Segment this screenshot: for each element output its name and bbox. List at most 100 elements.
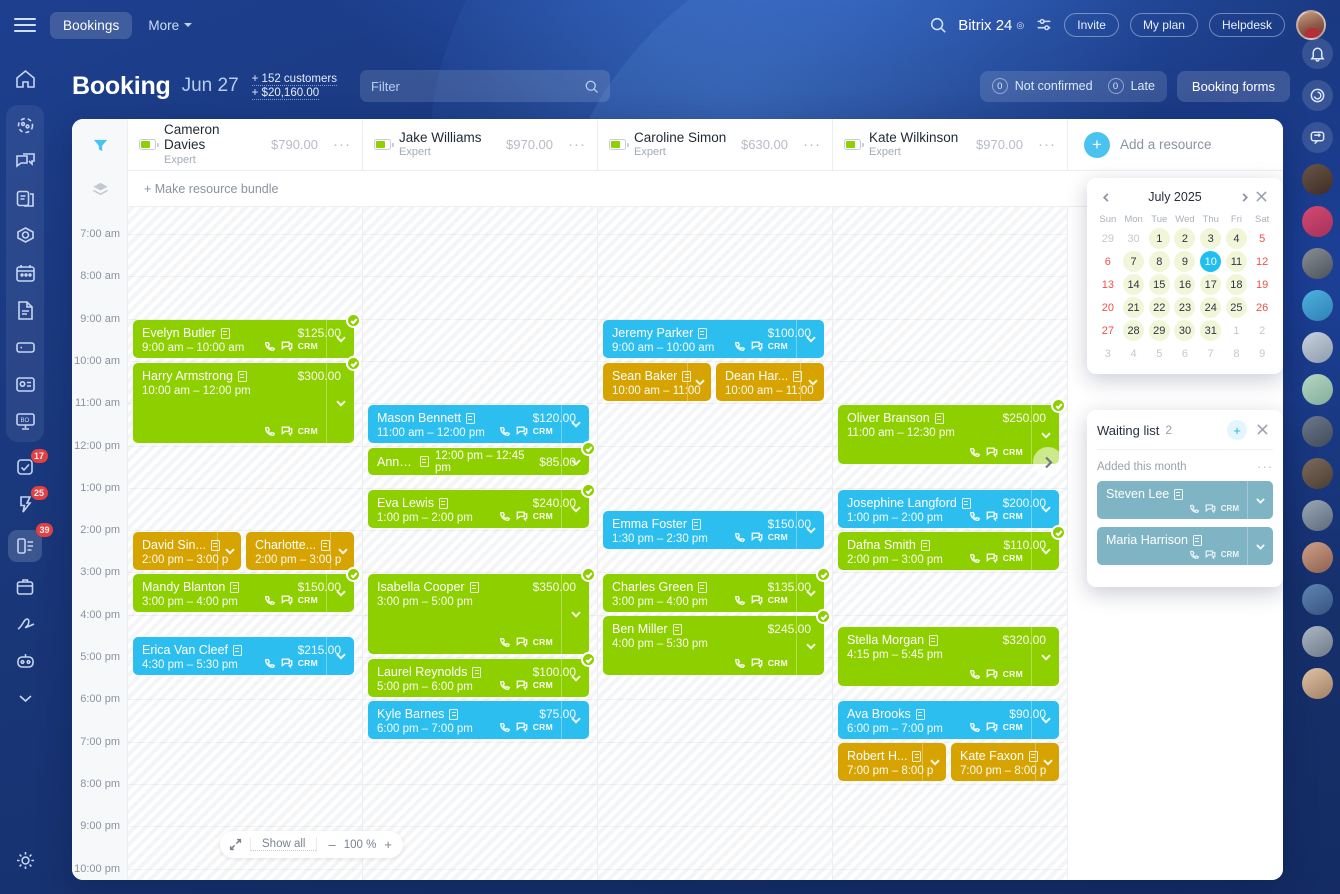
avatar-5[interactable]: [1301, 458, 1333, 489]
calendar-day[interactable]: 9: [1172, 251, 1198, 272]
chevron-down-icon[interactable]: [326, 574, 354, 612]
resource-column-header[interactable]: Kate Wilkinson Expert $970.00 ···: [833, 119, 1068, 170]
scroll-right-arrow[interactable]: [1033, 447, 1063, 477]
badge-avatar[interactable]: [1301, 374, 1333, 405]
chevron-down-icon[interactable]: [796, 574, 824, 612]
calendar-day[interactable]: 1: [1146, 228, 1172, 249]
chevron-down-icon[interactable]: [1247, 481, 1273, 519]
messenger-icon[interactable]: [1301, 122, 1333, 153]
chevron-down-icon[interactable]: [330, 532, 354, 570]
resource-column-header[interactable]: Jake Williams Expert $970.00 ···: [363, 119, 598, 170]
chevron-down-icon[interactable]: [561, 574, 589, 654]
calendar-day[interactable]: 5: [1249, 228, 1275, 249]
user-avatar[interactable]: [1296, 10, 1326, 40]
chevron-down-icon[interactable]: [1247, 527, 1273, 565]
calendar-day[interactable]: 30: [1172, 320, 1198, 341]
avatar-6[interactable]: [1301, 500, 1333, 531]
calendar-day[interactable]: 7: [1198, 343, 1224, 364]
booking-card[interactable]: Kyle Barnes $75.00 6:00 pm – 7:00 pm CRM: [368, 701, 589, 739]
sidebar-item-sites[interactable]: BO: [14, 410, 37, 433]
chevron-down-icon[interactable]: [1031, 701, 1059, 739]
resource-menu-icon[interactable]: ···: [1038, 136, 1056, 153]
crm-actions[interactable]: CRM: [499, 510, 553, 522]
zoom-out-button[interactable]: –: [328, 837, 336, 852]
crm-actions[interactable]: CRM: [969, 668, 1023, 680]
crm-actions[interactable]: CRM: [264, 657, 318, 669]
close-icon[interactable]: [1257, 422, 1273, 438]
calendar-day[interactable]: 29: [1095, 228, 1121, 249]
close-icon[interactable]: [1256, 189, 1272, 205]
booking-card[interactable]: Sean Baker 10:00 am – 11:00: [603, 363, 711, 401]
chevron-down-icon[interactable]: [561, 659, 589, 697]
avatar-3[interactable]: [1301, 290, 1333, 321]
sidebar-item-company[interactable]: [14, 576, 37, 599]
sidebar-item-documents[interactable]: [14, 299, 37, 322]
calendar-day[interactable]: 17: [1198, 274, 1224, 295]
sidebar-item-chevron-down[interactable]: [14, 687, 37, 710]
chevron-down-icon[interactable]: [1035, 743, 1059, 781]
crm-actions[interactable]: CRM: [734, 594, 788, 606]
crm-actions[interactable]: CRM: [499, 721, 553, 733]
sidebar-item-bot[interactable]: [14, 650, 37, 673]
chevron-left-icon[interactable]: [1098, 189, 1114, 205]
show-all-button[interactable]: Show all: [250, 838, 317, 851]
calendar-day[interactable]: 6: [1095, 251, 1121, 272]
chevron-down-icon[interactable]: [561, 701, 589, 739]
crm-actions[interactable]: CRM: [969, 552, 1023, 564]
resource-column[interactable]: Mason Bennett $120.00 11:00 am – 12:00 pm C…: [363, 207, 598, 880]
my-plan-button[interactable]: My plan: [1129, 13, 1198, 37]
calendar-day[interactable]: 16: [1172, 274, 1198, 295]
calendar-day[interactable]: 29: [1146, 320, 1172, 341]
calendar-day[interactable]: 13: [1095, 274, 1121, 295]
waiting-list-item[interactable]: Maria Harrison CRM: [1097, 527, 1273, 565]
calendar-day[interactable]: 18: [1224, 274, 1250, 295]
booking-card[interactable]: Josephine Langford $200.00 1:00 pm – 2:00 …: [838, 490, 1059, 528]
chevron-down-icon[interactable]: [1031, 490, 1059, 528]
resource-menu-icon[interactable]: ···: [803, 136, 821, 153]
calendar-day[interactable]: 8: [1224, 343, 1250, 364]
crm-actions[interactable]: CRM: [264, 594, 318, 606]
chevron-down-icon[interactable]: [1031, 405, 1059, 464]
calendar-day[interactable]: 8: [1146, 251, 1172, 272]
sidebar-item-signature[interactable]: [14, 613, 37, 636]
calendar-day[interactable]: 14: [1121, 274, 1147, 295]
bell-icon[interactable]: [1301, 38, 1333, 69]
pulse-icon[interactable]: [1301, 80, 1333, 111]
crm-actions[interactable]: CRM: [734, 340, 788, 352]
booking-card[interactable]: Ava Brooks $90.00 6:00 pm – 7:00 pm CRM: [838, 701, 1059, 739]
avatar-1[interactable]: [1301, 164, 1333, 195]
chevron-down-icon[interactable]: [1031, 532, 1059, 570]
chevron-down-icon[interactable]: [1031, 627, 1059, 686]
booking-card[interactable]: Oliver Branson $250.00 11:00 am – 12:30 pm…: [838, 398, 1066, 464]
status-badges[interactable]: 0 Not confirmed 0 Late: [979, 70, 1167, 102]
sidebar-item-booking[interactable]: 39: [8, 523, 53, 562]
sidebar-item-calendar[interactable]: [14, 262, 37, 285]
calendar-day[interactable]: 28: [1121, 320, 1147, 341]
invite-button[interactable]: Invite: [1064, 13, 1119, 37]
avatar-8[interactable]: [1301, 584, 1333, 615]
avatar-11[interactable]: [1302, 710, 1333, 741]
sidebar-item-copilot[interactable]: [14, 225, 37, 248]
chevron-down-icon[interactable]: [800, 363, 824, 401]
sidebar-item-activity-stream[interactable]: [14, 114, 37, 137]
sidebar-item-home[interactable]: [14, 68, 37, 91]
sliders-icon[interactable]: [1035, 16, 1053, 34]
zoom-in-button[interactable]: +: [384, 837, 392, 852]
resource-column[interactable]: Evelyn Butler $125.00 9:00 am – 10:00 am CR…: [128, 207, 363, 880]
booking-card[interactable]: Laurel Reynolds $100.00 5:00 pm – 6:00 pm C…: [368, 652, 596, 697]
phone-icon[interactable]: [1301, 416, 1333, 447]
sidebar-item-drive[interactable]: [14, 336, 37, 359]
booking-card[interactable]: Stella Morgan $320.00 4:15 pm – 5:45 pm CRM: [838, 627, 1059, 686]
calendar-day[interactable]: 25: [1224, 297, 1250, 318]
crm-actions[interactable]: CRM: [264, 425, 318, 437]
hamburger-icon[interactable]: [14, 17, 36, 33]
calendar-day[interactable]: 30: [1121, 228, 1147, 249]
booking-card[interactable]: Robert H... 7:00 pm – 8:00 p: [838, 743, 946, 781]
calendar-day[interactable]: 10: [1198, 251, 1224, 272]
avatar-2[interactable]: [1301, 248, 1333, 279]
crm-actions[interactable]: CRM: [499, 679, 553, 691]
avatar-10[interactable]: [1301, 668, 1333, 699]
chevron-down-icon[interactable]: [326, 637, 354, 675]
sidebar-item-tasks[interactable]: [14, 188, 37, 211]
calendar-day[interactable]: 2: [1249, 320, 1275, 341]
